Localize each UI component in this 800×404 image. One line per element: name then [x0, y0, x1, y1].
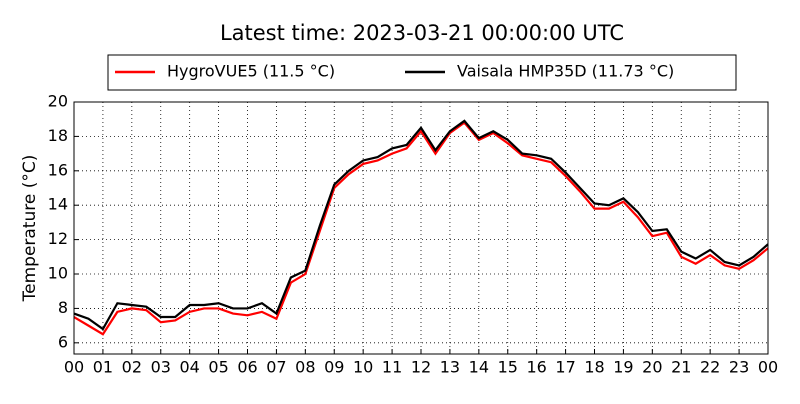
- chart-title: Latest time: 2023-03-21 00:00:00 UTC: [220, 21, 624, 45]
- x-tick-label: 01: [93, 358, 113, 377]
- x-tick-label: 13: [440, 358, 460, 377]
- y-tick-label: 12: [48, 229, 68, 248]
- legend-label: Vaisala HMP35D (11.73 °C): [457, 62, 674, 81]
- y-tick-label: 18: [48, 126, 68, 145]
- x-tick-label: 05: [208, 358, 228, 377]
- y-axis-label: Temperature (°C): [20, 155, 40, 303]
- x-tick-label: 12: [411, 358, 431, 377]
- x-tick-label: 19: [613, 358, 633, 377]
- x-tick-label: 04: [179, 358, 199, 377]
- plot-frame: [73, 101, 769, 355]
- x-tick-label: 11: [382, 358, 402, 377]
- x-tick-label: 16: [526, 358, 546, 377]
- y-tick-label: 20: [48, 92, 68, 111]
- x-tick-label: 03: [151, 358, 171, 377]
- line-series: [73, 119, 769, 331]
- line-series: [73, 121, 769, 336]
- y-tick-label: 10: [48, 264, 68, 283]
- x-tick-label: 00: [758, 358, 778, 377]
- x-tick-label: 17: [555, 358, 575, 377]
- x-tick-label: 23: [729, 358, 749, 377]
- x-tick-label: 18: [584, 358, 604, 377]
- x-tick-label: 21: [671, 358, 691, 377]
- x-tick-label: 06: [237, 358, 257, 377]
- x-tick-label: 22: [700, 358, 720, 377]
- y-tick-label: 16: [48, 160, 68, 179]
- x-tick-label: 08: [295, 358, 315, 377]
- x-tick-label: 20: [642, 358, 662, 377]
- y-tick-label: 14: [48, 195, 68, 214]
- x-tick-label: 15: [498, 358, 518, 377]
- legend-label: HygroVUE5 (11.5 °C): [167, 62, 335, 81]
- x-tick-label: 07: [266, 358, 286, 377]
- x-tick-label: 10: [353, 358, 373, 377]
- y-tick-label: 8: [58, 298, 68, 317]
- x-tick-label: 09: [324, 358, 344, 377]
- x-tick-label: 00: [64, 358, 84, 377]
- x-tick-label: 14: [469, 358, 489, 377]
- x-tick-label: 02: [122, 358, 142, 377]
- y-tick-label: 6: [58, 332, 68, 351]
